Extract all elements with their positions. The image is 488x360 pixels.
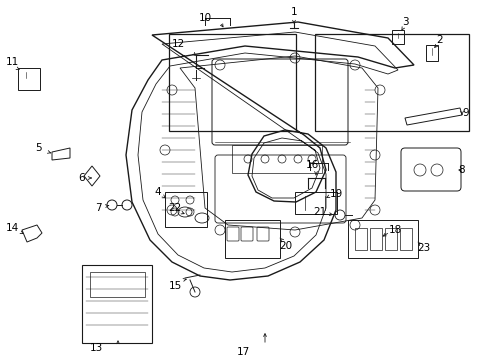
Text: 8: 8 [458, 165, 465, 175]
Text: 10: 10 [198, 13, 211, 23]
Text: 12: 12 [171, 39, 184, 49]
Text: 13: 13 [89, 343, 102, 353]
Text: 9: 9 [462, 108, 468, 118]
Bar [224, 220, 280, 258]
Bar [90, 272, 145, 297]
Text: 19: 19 [329, 189, 342, 199]
Bar [391, 30, 403, 44]
Text: 18: 18 [387, 225, 401, 235]
Text: 17: 17 [236, 347, 249, 357]
Bar [369, 228, 381, 250]
Text: 5: 5 [35, 143, 41, 153]
Text: 20: 20 [279, 241, 292, 251]
Bar [347, 220, 417, 258]
Bar [354, 228, 366, 250]
Text: 16: 16 [305, 160, 318, 170]
Text: 7: 7 [95, 203, 101, 213]
Text: 11: 11 [5, 57, 19, 67]
Bar [315, 34, 468, 131]
Bar [168, 34, 295, 131]
Text: 1: 1 [290, 7, 297, 17]
Bar [231, 145, 321, 173]
Text: 22: 22 [168, 203, 181, 213]
Bar [18, 68, 40, 90]
Text: 4: 4 [154, 187, 161, 197]
Text: 23: 23 [417, 243, 430, 253]
Text: 2: 2 [436, 35, 443, 45]
Text: 15: 15 [168, 281, 181, 291]
Bar [294, 192, 336, 214]
Text: 14: 14 [5, 223, 19, 233]
Text: 6: 6 [79, 173, 85, 183]
Bar [82, 265, 152, 343]
Bar [425, 45, 437, 61]
Text: 21: 21 [313, 207, 326, 217]
Bar [399, 228, 411, 250]
Bar [384, 228, 396, 250]
Bar [164, 192, 206, 227]
Text: 3: 3 [401, 17, 407, 27]
